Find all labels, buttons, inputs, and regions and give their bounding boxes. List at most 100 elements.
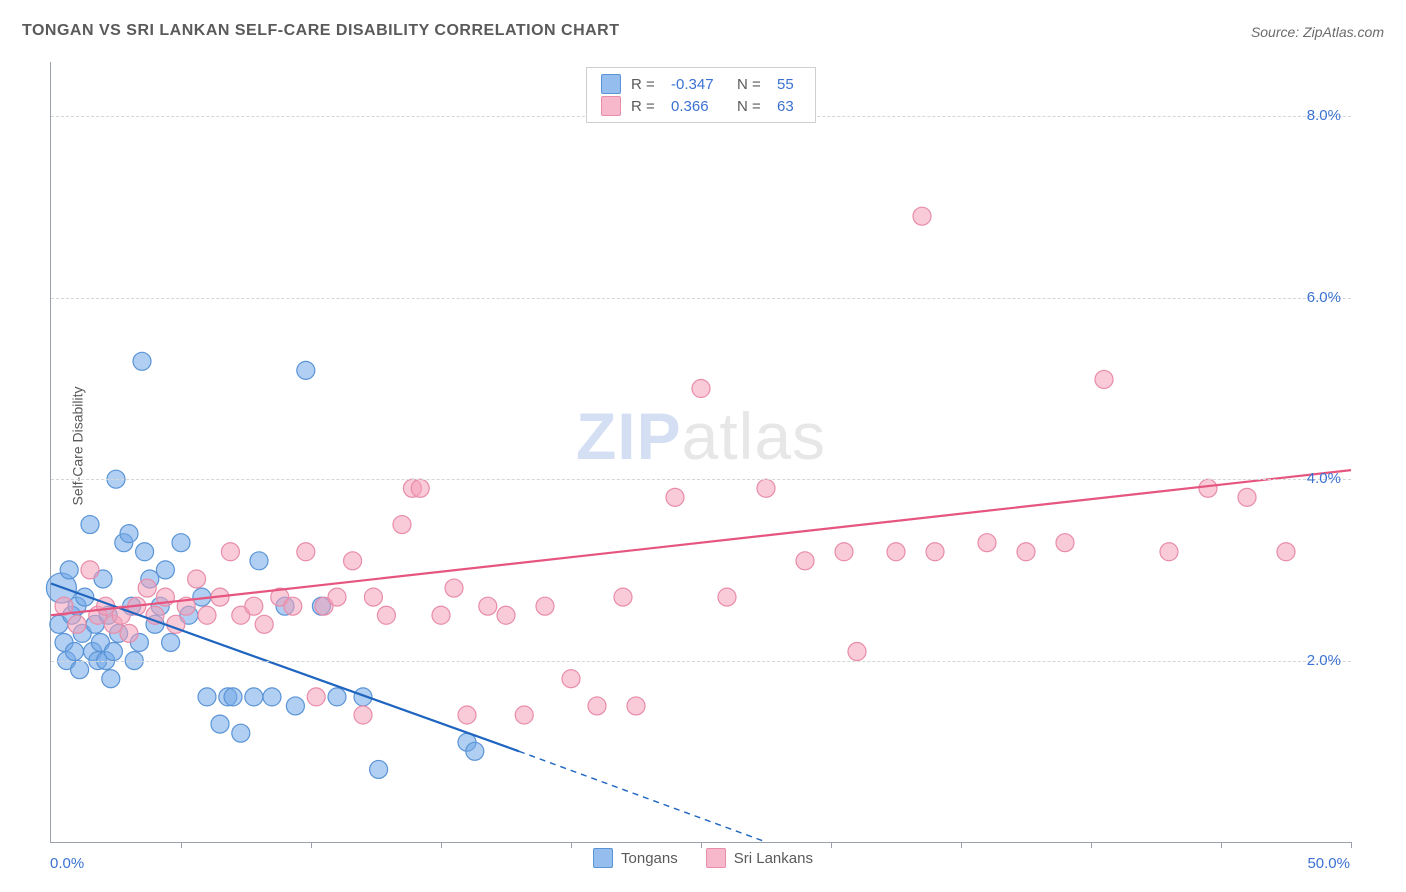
scatter-point [120, 624, 138, 642]
legend-item: Tongans [593, 848, 678, 868]
scatter-point [245, 597, 263, 615]
scatter-point [307, 688, 325, 706]
scatter-point [466, 742, 484, 760]
scatter-point [536, 597, 554, 615]
scatter-point [284, 597, 302, 615]
scatter-point [411, 479, 429, 497]
scatter-point [162, 633, 180, 651]
scatter-point [1199, 479, 1217, 497]
x-tick [571, 842, 572, 848]
scatter-point [666, 488, 684, 506]
legend-label: Tongans [621, 850, 678, 867]
scatter-point [297, 543, 315, 561]
scatter-point [286, 697, 304, 715]
trend-line [51, 470, 1351, 615]
trend-line-dashed [519, 751, 766, 842]
x-tick [961, 842, 962, 848]
scatter-point [562, 670, 580, 688]
scatter-point [627, 697, 645, 715]
scatter-point [887, 543, 905, 561]
legend-label: Sri Lankans [734, 850, 813, 867]
scatter-point [614, 588, 632, 606]
legend-top: R =-0.347N =55R =0.366N =63 [586, 67, 816, 123]
scatter-point [718, 588, 736, 606]
scatter-point [1277, 543, 1295, 561]
scatter-point [515, 706, 533, 724]
scatter-point [198, 606, 216, 624]
scatter-point [250, 552, 268, 570]
y-tick-label: 8.0% [1307, 107, 1341, 124]
scatter-point [926, 543, 944, 561]
scatter-point [65, 643, 83, 661]
scatter-point [344, 552, 362, 570]
scatter-point [1056, 534, 1074, 552]
scatter-point [60, 561, 78, 579]
scatter-point [81, 516, 99, 534]
gridline [51, 661, 1351, 662]
scatter-point [263, 688, 281, 706]
scatter-point [211, 715, 229, 733]
plot-area: ZIPatlas 2.0%4.0%6.0%8.0%R =-0.347N =55R… [50, 62, 1351, 843]
gridline [51, 298, 1351, 299]
legend-bottom: Tongans Sri Lankans [593, 848, 813, 868]
legend-swatch [706, 848, 726, 868]
scatter-point [796, 552, 814, 570]
scatter-point [370, 760, 388, 778]
x-tick [311, 842, 312, 848]
scatter-point [1017, 543, 1035, 561]
x-tick [1221, 842, 1222, 848]
x-tick [181, 842, 182, 848]
scatter-point [692, 380, 710, 398]
scatter-point [138, 579, 156, 597]
scatter-point [245, 688, 263, 706]
scatter-point [81, 561, 99, 579]
scatter-point [588, 697, 606, 715]
scatter-point [328, 588, 346, 606]
scatter-point [136, 543, 154, 561]
x-tick [1351, 842, 1352, 848]
source-label: Source: ZipAtlas.com [1251, 24, 1384, 40]
legend-top-row: R =-0.347N =55 [601, 74, 801, 94]
scatter-point [458, 706, 476, 724]
scatter-point [835, 543, 853, 561]
scatter-point [255, 615, 273, 633]
scatter-point [377, 606, 395, 624]
scatter-point [104, 643, 122, 661]
scatter-point [364, 588, 382, 606]
legend-swatch [593, 848, 613, 868]
plot-svg [51, 62, 1351, 842]
scatter-point [221, 543, 239, 561]
scatter-point [1160, 543, 1178, 561]
legend-swatch [601, 74, 621, 94]
scatter-point [133, 352, 151, 370]
legend-top-row: R =0.366N =63 [601, 96, 801, 116]
scatter-point [393, 516, 411, 534]
scatter-point [848, 643, 866, 661]
scatter-point [757, 479, 775, 497]
scatter-point [445, 579, 463, 597]
x-tick [831, 842, 832, 848]
legend-swatch [601, 96, 621, 116]
scatter-point [1095, 370, 1113, 388]
scatter-point [354, 706, 372, 724]
scatter-point [156, 561, 174, 579]
scatter-point [297, 361, 315, 379]
scatter-point [978, 534, 996, 552]
scatter-point [432, 606, 450, 624]
scatter-point [232, 724, 250, 742]
y-tick-label: 2.0% [1307, 652, 1341, 669]
scatter-point [913, 207, 931, 225]
scatter-point [497, 606, 515, 624]
x-axis-min-label: 0.0% [50, 855, 84, 872]
scatter-point [68, 615, 86, 633]
scatter-point [1238, 488, 1256, 506]
scatter-point [120, 525, 138, 543]
x-axis-max-label: 50.0% [1307, 855, 1350, 872]
scatter-point [102, 670, 120, 688]
y-tick-label: 4.0% [1307, 470, 1341, 487]
scatter-point [479, 597, 497, 615]
scatter-point [172, 534, 190, 552]
chart-title: TONGAN VS SRI LANKAN SELF-CARE DISABILIT… [22, 22, 620, 40]
scatter-point [198, 688, 216, 706]
scatter-point [188, 570, 206, 588]
